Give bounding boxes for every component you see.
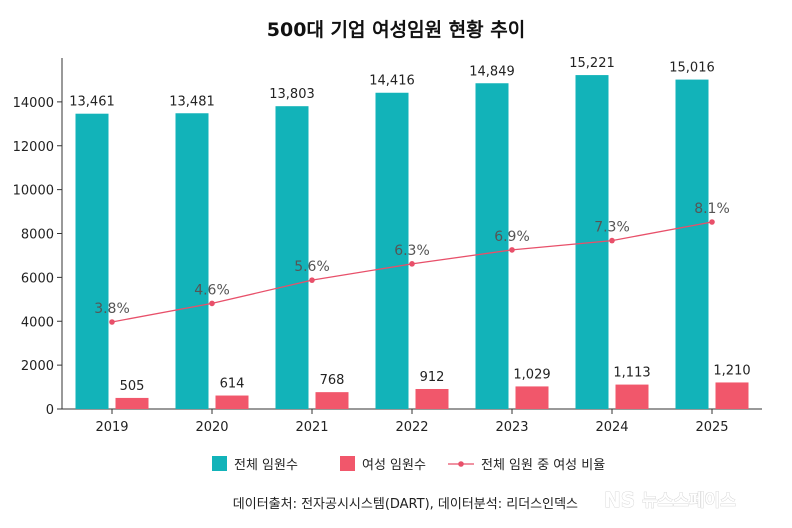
- ratio-point-2019: [109, 319, 115, 325]
- y-tick-label: 12000: [13, 140, 54, 155]
- bar-total-2022: [375, 92, 409, 410]
- bar-women-label: 912: [420, 370, 445, 385]
- x-tick-label: 2023: [495, 420, 528, 435]
- bar-total-label: 13,803: [269, 87, 315, 102]
- bar-women-2020: [215, 395, 249, 409]
- bar-women-label: 768: [320, 373, 345, 388]
- ratio-label: 6.9%: [494, 229, 530, 245]
- x-tick-label: 2022: [395, 420, 428, 435]
- y-tick-label: 2000: [21, 359, 54, 374]
- legend-label-ratio: 전체 임원 중 여성 비율: [481, 458, 605, 473]
- ratio-point-2023: [509, 247, 515, 253]
- legend-label-women: 여성 임원수: [362, 458, 426, 473]
- bar-total-2023: [475, 83, 509, 409]
- y-tick-label: 0: [46, 403, 54, 418]
- legend-swatch-women: [340, 456, 355, 471]
- source-note: 데이터출처: 전자공시시스템(DART), 데이터분석: 리더스인덱스: [233, 497, 578, 512]
- ratio-point-2021: [309, 277, 315, 283]
- y-tick-label: 4000: [21, 315, 54, 330]
- ratio-label: 3.8%: [94, 301, 130, 317]
- y-tick-label: 8000: [21, 228, 54, 243]
- bar-women-2024: [615, 384, 649, 409]
- x-tick-label: 2019: [95, 420, 128, 435]
- x-tick-label: 2021: [295, 420, 328, 435]
- bar-women-label: 1,029: [513, 367, 550, 382]
- ratio-label: 6.3%: [394, 243, 430, 259]
- x-tick-label: 2024: [595, 420, 628, 435]
- chart-title: 500대 기업 여성임원 현황 추이: [267, 18, 525, 41]
- y-tick-label: 14000: [13, 96, 54, 111]
- ratio-point-2024: [609, 237, 615, 244]
- bar-total-2019: [75, 113, 109, 409]
- watermark: NS 뉴스스페이스: [604, 488, 737, 513]
- ratio-point-2022: [409, 261, 415, 267]
- bar-total-label: 15,221: [569, 56, 615, 71]
- y-tick-label: 10000: [13, 184, 54, 199]
- bar-women-2022: [415, 388, 449, 409]
- y-tick-label: 6000: [21, 271, 54, 286]
- x-tick-label: 2020: [195, 420, 228, 435]
- ratio-label: 4.6%: [194, 282, 230, 298]
- bar-total-label: 15,016: [669, 61, 715, 76]
- bar-women-2021: [315, 392, 349, 409]
- bar-women-label: 1,113: [613, 366, 650, 381]
- bar-women-label: 1,210: [713, 363, 750, 378]
- bar-total-2021: [275, 106, 309, 409]
- bar-total-label: 14,849: [469, 64, 515, 79]
- bar-women-label: 505: [120, 379, 145, 394]
- legend-label-total: 전체 임원수: [234, 458, 298, 473]
- ratio-point-2020: [209, 300, 215, 307]
- bar-total-2025: [675, 79, 709, 410]
- x-tick-label: 2025: [695, 420, 728, 435]
- bar-total-label: 13,461: [69, 95, 115, 110]
- bar-women-2019: [115, 397, 149, 409]
- bar-total-label: 13,481: [169, 94, 215, 109]
- ratio-label: 7.3%: [594, 220, 630, 236]
- bar-total-2020: [175, 113, 209, 409]
- watermark-logo: NS: [604, 488, 635, 512]
- legend-swatch-ratio-point: [458, 461, 464, 467]
- legend: 전체 임원수 여성 임원수 전체 임원 중 여성 비율: [212, 456, 605, 473]
- watermark-text: 뉴스스페이스: [642, 491, 736, 511]
- legend-swatch-total: [212, 456, 227, 471]
- bar-women-2025: [715, 382, 749, 409]
- ratio-point-2025: [709, 219, 715, 225]
- bar-total-label: 14,416: [369, 74, 415, 89]
- bar-women-2023: [515, 386, 549, 409]
- ratio-label: 8.1%: [694, 201, 730, 217]
- ratio-label: 5.6%: [294, 259, 330, 275]
- plot-area: 0 2000 4000 6000 8000 10000 12000 14000 2019 13,4…: [13, 56, 762, 435]
- bar-women-label: 614: [220, 377, 245, 392]
